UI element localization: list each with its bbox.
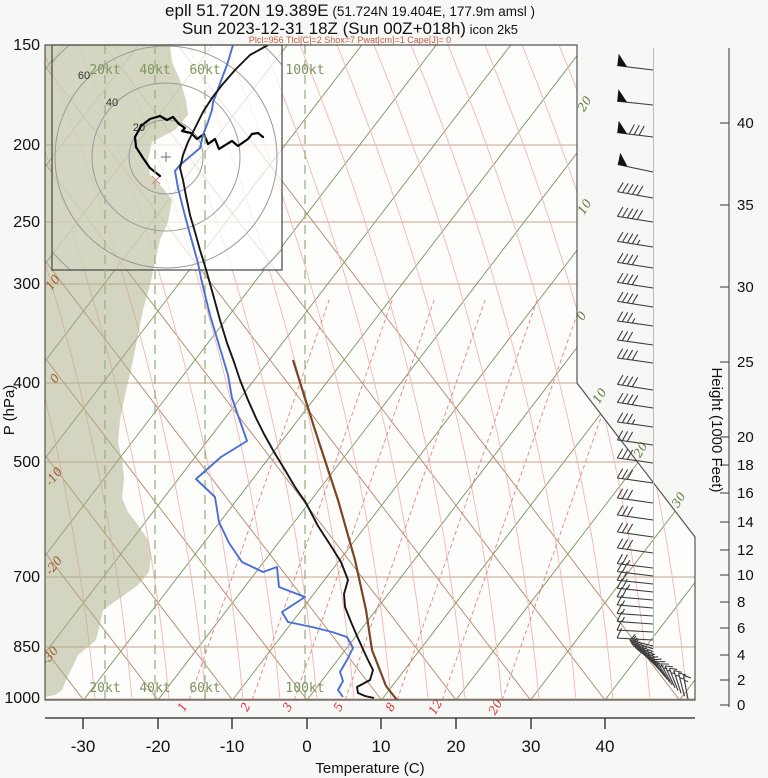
- svg-text:40kt: 40kt: [139, 681, 170, 696]
- svg-text:8: 8: [737, 594, 745, 611]
- svg-text:12: 12: [426, 697, 446, 717]
- svg-text:18: 18: [737, 457, 754, 474]
- chart-frame: [44, 44, 696, 701]
- svg-text:500: 500: [13, 454, 40, 471]
- parcel-trace: [291, 359, 398, 700]
- svg-text:60: 60: [78, 70, 90, 82]
- svg-text:200: 200: [13, 137, 40, 154]
- svg-text:60kt: 60kt: [189, 63, 220, 78]
- svg-text:-30: -30: [71, 737, 96, 756]
- station-id: epll 51.720N 19.389E: [165, 1, 329, 20]
- svg-text:20: 20: [737, 429, 754, 446]
- svg-text:6: 6: [737, 620, 745, 637]
- svg-text:14: 14: [737, 514, 754, 531]
- svg-text:250: 250: [13, 214, 40, 231]
- humidity-shading: [45, 45, 188, 697]
- svg-text:700: 700: [13, 569, 40, 586]
- svg-text:10: 10: [575, 196, 595, 217]
- svg-text:Height (1000 Feet): Height (1000 Feet): [708, 367, 725, 492]
- svg-text:60kt: 60kt: [189, 681, 220, 696]
- sounding-parameters: Plcl=956 Tlcl[C]=2 Shox=7 Pwat[cm]=1 Cap…: [248, 34, 452, 45]
- svg-text:40: 40: [737, 115, 754, 132]
- model-name: icon 2k5: [465, 21, 519, 37]
- svg-text:0: 0: [302, 737, 311, 756]
- svg-text:1: 1: [175, 700, 191, 714]
- svg-text:20kt: 20kt: [89, 681, 120, 696]
- svg-text:1000: 1000: [4, 690, 40, 707]
- svg-text:20: 20: [447, 737, 466, 756]
- svg-text:400: 400: [13, 375, 40, 392]
- svg-text:10: 10: [737, 567, 754, 584]
- sounding-traces: [174, 45, 398, 700]
- svg-text:P (hPa): P (hPa): [1, 385, 18, 436]
- wind-barb-column: [616, 48, 692, 700]
- station-title: epll 51.720N 19.389E (51.724N 19.404E, 1…: [0, 2, 700, 20]
- svg-text:30: 30: [522, 737, 541, 756]
- dewpoint-trace: [174, 45, 354, 698]
- station-coords: (51.724N 19.404E, 177.9m amsl ): [328, 4, 535, 19]
- svg-text:0: 0: [737, 697, 745, 714]
- svg-text:10: 10: [372, 737, 391, 756]
- svg-text:40kt: 40kt: [139, 63, 170, 78]
- hodograph-trace: [133, 114, 265, 178]
- svg-text:30: 30: [737, 279, 754, 296]
- valid-time: Sun 2023-12-31 18Z (Sun 00Z+018h): [181, 18, 466, 38]
- chart-header: epll 51.720N 19.389E (51.724N 19.404E, 1…: [0, 0, 700, 45]
- svg-text:40: 40: [106, 97, 118, 109]
- valid-time-title: Sun 2023-12-31 18Z (Sun 00Z+018h) icon 2…: [0, 18, 700, 38]
- svg-text:2: 2: [237, 700, 253, 714]
- svg-text:100kt: 100kt: [285, 681, 324, 696]
- svg-text:Temperature (C): Temperature (C): [315, 760, 424, 777]
- svg-text:100kt: 100kt: [285, 63, 324, 78]
- svg-text:2: 2: [737, 672, 745, 689]
- svg-text:150: 150: [13, 37, 40, 54]
- svg-text:35: 35: [737, 197, 754, 214]
- svg-text:40: 40: [596, 737, 615, 756]
- temperature-trace: [179, 45, 375, 699]
- svg-text:4: 4: [737, 647, 745, 664]
- svg-text:300: 300: [13, 276, 40, 293]
- svg-text:-10: -10: [220, 737, 245, 756]
- wind-speed-scale: 20kt 20kt 40kt 40kt 60kt 60kt 100kt 100kt: [89, 45, 325, 700]
- svg-text:25: 25: [737, 354, 754, 371]
- svg-text:-20: -20: [146, 737, 171, 756]
- svg-text:5: 5: [331, 700, 347, 714]
- svg-text:850: 850: [13, 639, 40, 656]
- svg-text:8: 8: [383, 700, 399, 714]
- svg-text:12: 12: [737, 542, 754, 559]
- svg-text:3: 3: [280, 700, 296, 714]
- svg-text:20kt: 20kt: [89, 63, 120, 78]
- svg-text:16: 16: [737, 485, 754, 502]
